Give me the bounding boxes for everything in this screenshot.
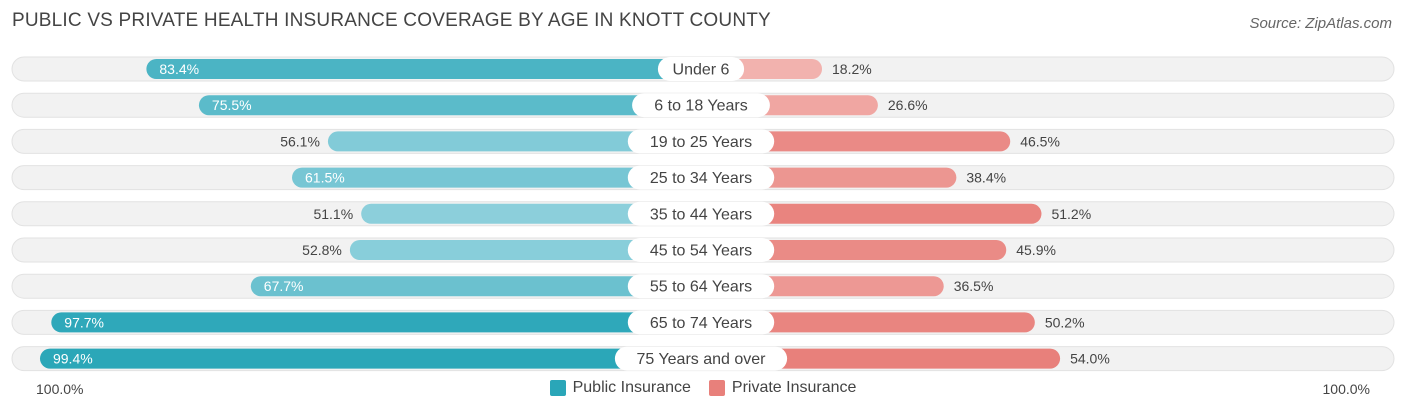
category-label: 19 to 25 Years [650,134,752,151]
value-label-public: 83.4% [159,61,199,77]
bar-public [292,167,701,188]
axis-left-label: 100.0% [36,381,84,397]
value-label-private: 45.9% [1016,242,1056,258]
bar-public [327,131,701,152]
bar-public [51,312,702,333]
category-pill [627,201,775,226]
value-label-public: 52.8% [302,242,342,258]
value-label-public: 97.7% [64,314,104,330]
category-label: 65 to 74 Years [650,315,752,332]
category-label: 6 to 18 Years [654,98,747,115]
legend: Public Insurance Private Insurance [0,379,1406,397]
category-pill [627,310,775,335]
value-label-private: 54.0% [1070,351,1110,367]
value-label-public: 75.5% [212,97,252,113]
category-pill [614,346,788,371]
bar-private [701,203,1042,224]
category-pill [632,93,770,118]
bar-private [701,131,1011,152]
bar-public [198,95,702,116]
value-label-private: 51.2% [1051,206,1091,222]
bar-private [701,348,1061,369]
value-label-public: 51.1% [313,206,353,222]
bar-public [250,276,702,297]
bar-public [349,240,701,260]
value-label-public: 61.5% [305,170,345,186]
value-label-private: 36.5% [954,278,994,294]
bar-public [146,59,701,79]
bar-public [361,203,701,224]
value-label-private: 46.5% [1020,133,1060,149]
legend-swatch-public [549,380,566,396]
category-label: 35 to 44 Years [650,206,752,223]
category-pill [627,274,775,299]
bar-private [701,312,1035,333]
category-label: 25 to 34 Years [650,170,752,187]
legend-item-public: Public Insurance [549,379,691,397]
value-label-private: 18.2% [832,61,872,77]
legend-label-public: Public Insurance [572,379,691,396]
category-pill [627,238,775,262]
value-label-private: 26.6% [888,97,928,113]
category-pill [627,129,775,154]
axis-right-label: 100.0% [1322,381,1370,397]
category-pill [657,57,745,81]
legend-item-private: Private Insurance [708,379,857,397]
legend-swatch-private [708,380,725,396]
category-label: 75 Years and over [637,351,767,368]
source-label: Source: ZipAtlas.com [1249,15,1392,32]
category-label: 45 to 54 Years [650,243,752,260]
value-label-private: 50.2% [1045,314,1085,330]
value-label-public: 99.4% [53,351,93,367]
bar-private [701,240,1007,260]
category-label: Under 6 [673,62,730,79]
category-pill [627,165,775,190]
value-label-public: 67.7% [264,278,304,294]
legend-label-private: Private Insurance [731,379,857,396]
value-label-public: 56.1% [280,133,320,149]
category-label: 55 to 64 Years [650,279,752,296]
chart-title: PUBLIC VS PRIVATE HEALTH INSURANCE COVER… [12,10,771,31]
bar-public [39,348,702,369]
value-label-private: 38.4% [966,170,1006,186]
